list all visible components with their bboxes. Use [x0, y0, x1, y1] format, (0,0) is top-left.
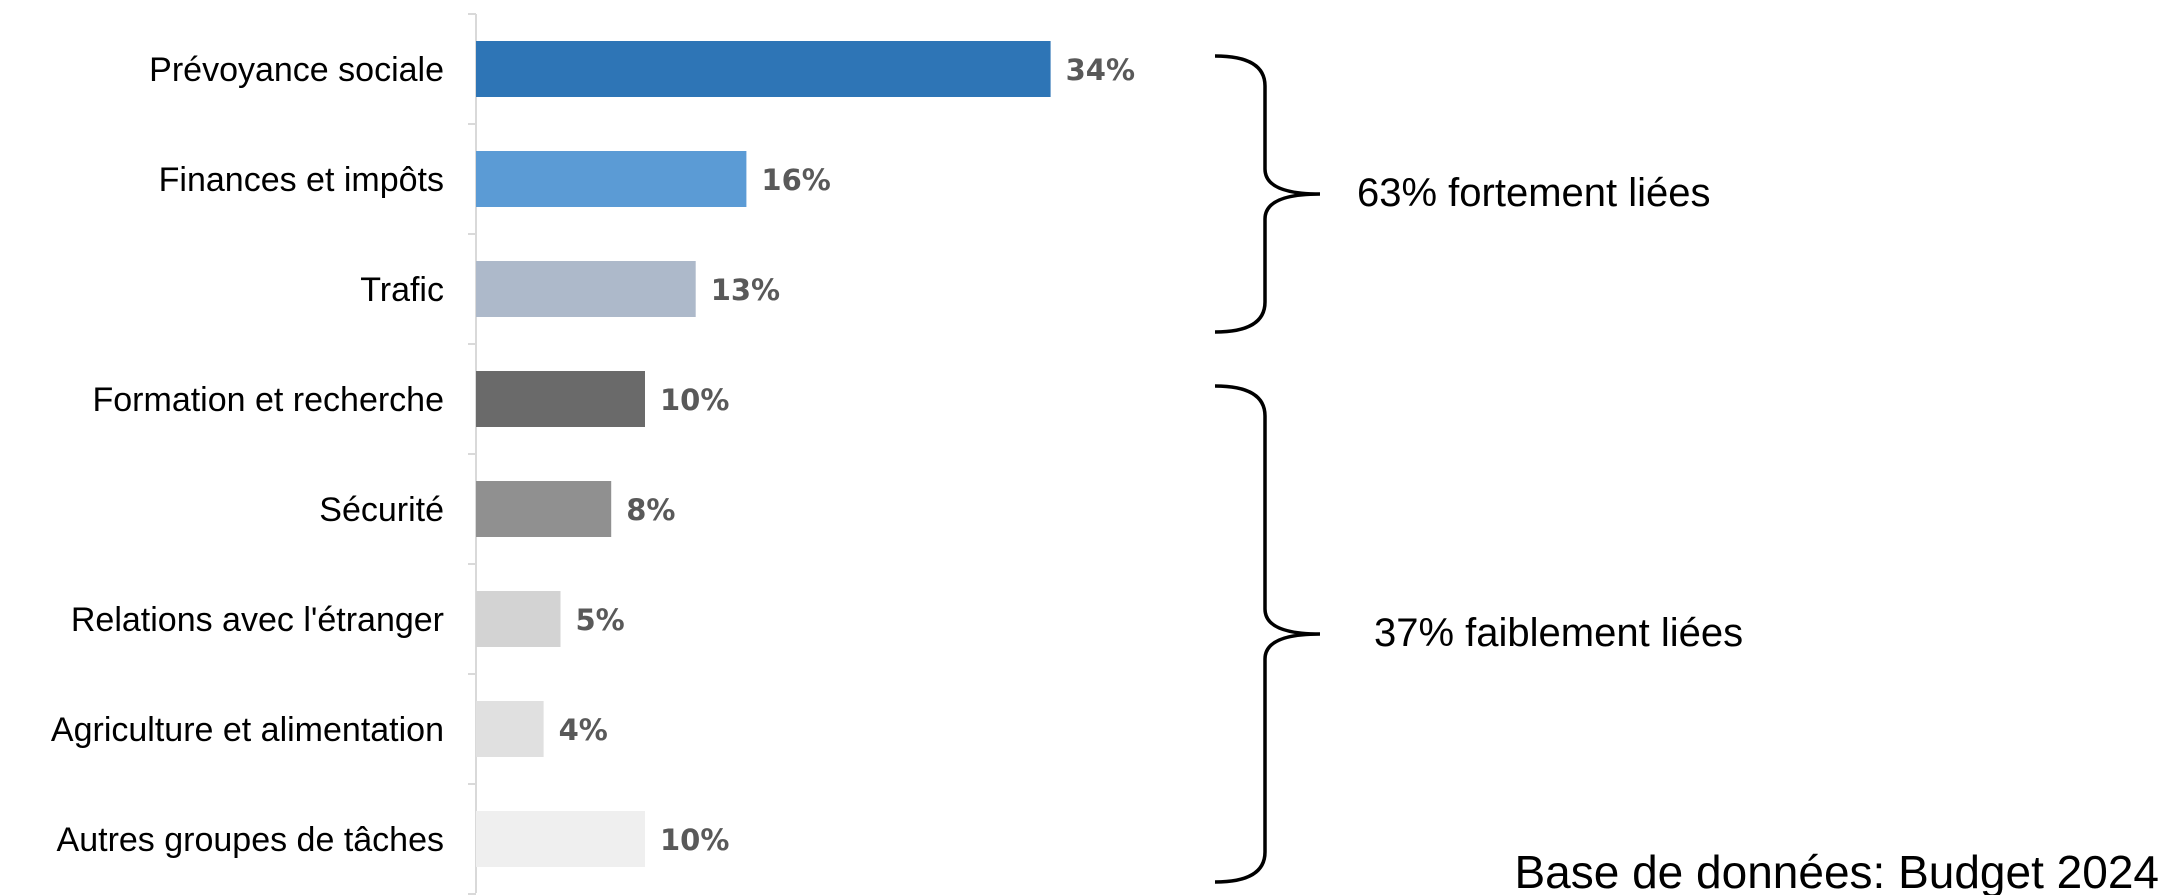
category-label: Relations avec l'étranger [71, 601, 444, 639]
group-label: 37% faiblement liées [1374, 611, 1743, 655]
value-label: 34% [1066, 53, 1135, 87]
value-label: 13% [711, 273, 780, 307]
value-label: 10% [660, 383, 729, 417]
value-labels: 34% 16% 13% 10% 8% 5% 4% 10% [559, 53, 1135, 857]
bar [476, 701, 544, 757]
value-label: 16% [761, 163, 830, 197]
bar [476, 371, 645, 427]
value-label: 4% [559, 713, 608, 747]
source-note: Base de données: Budget 2024 [1514, 846, 2159, 895]
category-label: Trafic [360, 271, 444, 309]
bar [476, 261, 696, 317]
category-label: Autres groupes de tâches [57, 821, 444, 859]
group-label: 63% fortement liées [1357, 171, 1711, 215]
value-label: 8% [626, 493, 675, 527]
bars [476, 41, 1051, 867]
category-label: Sécurité [319, 491, 444, 529]
group-brace [1214, 54, 1321, 334]
group-brackets: 63% fortement liées 37% faiblement liées [1214, 54, 1743, 884]
category-label: Formation et recherche [93, 381, 445, 419]
bar [476, 811, 645, 867]
category-label: Prévoyance sociale [149, 51, 444, 89]
bar [476, 591, 561, 647]
category-label: Finances et impôts [159, 161, 444, 199]
group-brace [1214, 384, 1321, 884]
category-labels: Prévoyance sociale Finances et impôts Traf… [51, 51, 444, 859]
category-label: Agriculture et alimentation [51, 711, 444, 749]
bar [476, 481, 612, 537]
value-label: 10% [660, 823, 729, 857]
bar [476, 151, 747, 207]
bar [476, 41, 1051, 97]
value-label: 5% [576, 603, 625, 637]
